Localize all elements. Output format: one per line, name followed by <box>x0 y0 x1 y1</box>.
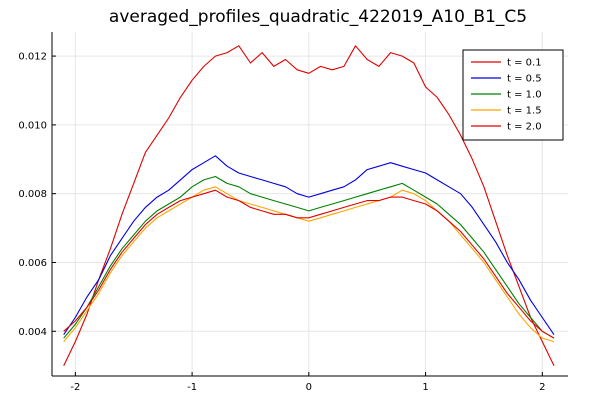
x-tick-label: -1 <box>187 382 197 393</box>
legend-label: t = 0.1 <box>507 58 542 69</box>
series-line-1 <box>63 45 555 366</box>
series-line-4 <box>63 186 555 343</box>
x-tick-label: 0 <box>306 382 312 393</box>
series-line-5 <box>63 189 555 339</box>
x-tick-label: 1 <box>422 382 428 393</box>
legend-label: t = 1.0 <box>507 90 542 101</box>
y-tick-label: 0.012 <box>18 52 47 63</box>
x-tick-label: 2 <box>539 382 545 393</box>
x-tick-label: -2 <box>70 382 80 393</box>
y-tick-label: 0.006 <box>18 258 47 269</box>
y-tick-label: 0.004 <box>18 327 47 338</box>
y-tick-label: 0.008 <box>18 189 47 200</box>
series-line-3 <box>63 175 555 339</box>
axes: -2 -1 0 1 2 0.004 0.006 0.008 0.010 0.012 <box>18 32 568 393</box>
y-tick-label: 0.010 <box>18 120 47 131</box>
legend-box <box>462 49 564 141</box>
legend-label: t = 2.0 <box>507 122 542 133</box>
series-layer <box>63 45 555 366</box>
legend-label: t = 1.5 <box>507 106 542 117</box>
legend-label: t = 0.5 <box>507 74 542 85</box>
series-line-2 <box>63 155 555 336</box>
chart-title: averaged_profiles_quadratic_422019_A10_B… <box>109 7 527 27</box>
legend: t = 0.1 t = 0.5 t = 1.0 t = 1.5 t = 2.0 <box>462 49 564 141</box>
